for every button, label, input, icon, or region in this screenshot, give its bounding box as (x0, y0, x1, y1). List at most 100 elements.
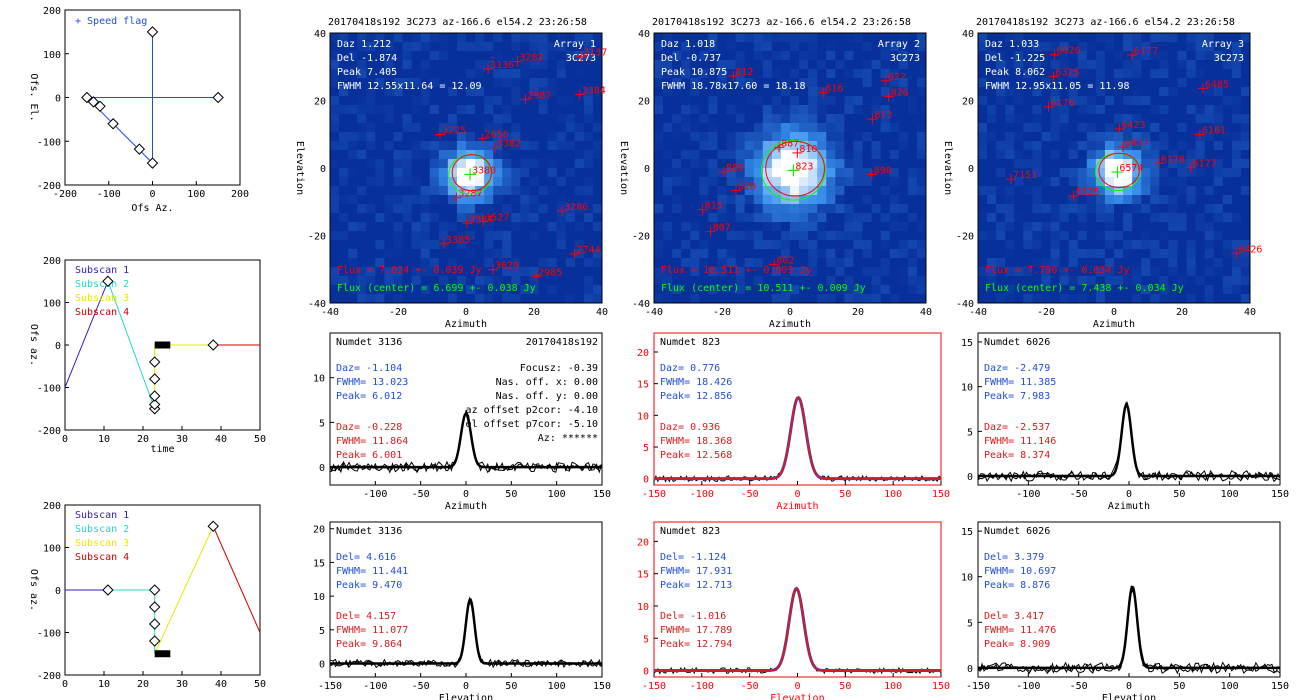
map-pixel (493, 213, 503, 223)
map-pixel (520, 69, 530, 79)
map-pixel (1032, 168, 1042, 178)
map-pixel (502, 195, 512, 205)
map-pixel (708, 231, 718, 241)
map-pixel (880, 276, 891, 286)
map-pixel (330, 294, 340, 304)
map-pixel (1059, 276, 1070, 286)
map-pixel (699, 87, 709, 97)
map-pixel (1095, 294, 1106, 304)
map-pixel (1023, 51, 1033, 61)
map-pixel (672, 276, 682, 286)
map-pixel (420, 78, 431, 88)
map-pixel (1059, 159, 1070, 169)
map-pixel (348, 294, 358, 304)
map-pixel (538, 69, 549, 79)
map-pixel (1059, 204, 1070, 214)
map-pixel (817, 42, 827, 52)
map-pixel (1032, 87, 1042, 97)
map-pixel (880, 123, 891, 133)
detector-label: 7151 (1013, 170, 1037, 181)
map-pixel (1141, 213, 1151, 223)
map-pixel (456, 213, 467, 223)
map-pixel (348, 105, 358, 115)
fit2-text: Peak= 9.864 (336, 639, 402, 650)
map-pixel (1222, 51, 1233, 61)
map-pixel (726, 294, 737, 304)
map-pixel (853, 87, 864, 97)
map-pixel (1050, 231, 1061, 241)
map-pixel (1204, 60, 1215, 70)
map-pixel (1050, 42, 1061, 52)
map-pixel (1005, 168, 1015, 178)
y-tick-label: 15 (313, 558, 325, 569)
map-pixel (987, 105, 997, 115)
map-pixel (1150, 240, 1160, 250)
map-pixel (681, 78, 691, 88)
map-pixel (493, 60, 503, 70)
map-pixel (880, 240, 891, 250)
map-pixel (547, 114, 558, 124)
map-pixel (1150, 123, 1160, 133)
map-pixel (574, 96, 585, 106)
map-pixel (996, 195, 1006, 205)
fit2-text: Daz= -0.228 (336, 422, 402, 433)
map-pixel (348, 132, 358, 142)
map-pixel (456, 123, 467, 133)
map-pixel (1231, 276, 1242, 286)
map-pixel (565, 204, 576, 214)
map-pixel (1159, 123, 1169, 133)
map-pixel (447, 276, 458, 286)
map-pixel (771, 150, 782, 160)
map-pixel (1213, 78, 1224, 88)
map-pixel (1213, 294, 1224, 304)
peak-text: Peak 8.062 (985, 67, 1045, 78)
map-pixel (681, 186, 691, 196)
map-pixel (717, 231, 728, 241)
fit1-text: Peak= 12.856 (660, 391, 732, 402)
map-pixel (708, 33, 718, 43)
map-pixel (1104, 123, 1115, 133)
map-pixel (1159, 186, 1169, 196)
map-pixel (862, 78, 873, 88)
map-pixel (1240, 150, 1251, 160)
map-pixel (817, 150, 827, 160)
map-pixel (1041, 195, 1052, 205)
detector-label: 802 (776, 256, 794, 267)
map-pixel (978, 114, 988, 124)
map-pixel (880, 69, 891, 79)
map-pixel (735, 123, 746, 133)
map-pixel (1159, 159, 1169, 169)
map-pixel (1095, 33, 1106, 43)
map-pixel (1114, 132, 1124, 142)
map-pixel (826, 231, 836, 241)
map-pixel (402, 51, 413, 61)
map-pixel (699, 276, 709, 286)
map-pixel (475, 186, 485, 196)
map-pixel (1150, 69, 1160, 79)
map-pixel (1195, 222, 1206, 232)
y-axis-label: Elevation (942, 141, 953, 195)
map-pixel (726, 69, 737, 79)
scan-point-marker (107, 118, 119, 130)
map-pixel (1186, 141, 1197, 151)
fit1-text: FWHM= 18.426 (660, 377, 732, 388)
beam-map-2: 20170418s192 3C273 az-166.6 el54.2 23:26… (618, 17, 932, 330)
map-pixel (1195, 60, 1206, 70)
map-pixel (411, 87, 422, 97)
scan-profile-el3: -150 -100 -50 0 50 100 150151050ElevationNumde… (961, 521, 1289, 700)
map-pixel (357, 177, 367, 187)
map-pixel (1240, 78, 1251, 88)
map-pixel (547, 78, 558, 88)
x-tick-label: -40 (321, 307, 339, 318)
map-pixel (583, 96, 594, 106)
map-pixel (663, 123, 673, 133)
map-pixel (466, 204, 476, 214)
y-tick-label: 200 (43, 6, 61, 17)
map-pixel (357, 267, 367, 277)
map-pixel (1168, 114, 1178, 124)
map-pixel (1222, 114, 1233, 124)
map-pixel (862, 168, 873, 178)
map-pixel (996, 51, 1006, 61)
map-pixel (780, 294, 791, 304)
map-pixel (871, 60, 882, 70)
